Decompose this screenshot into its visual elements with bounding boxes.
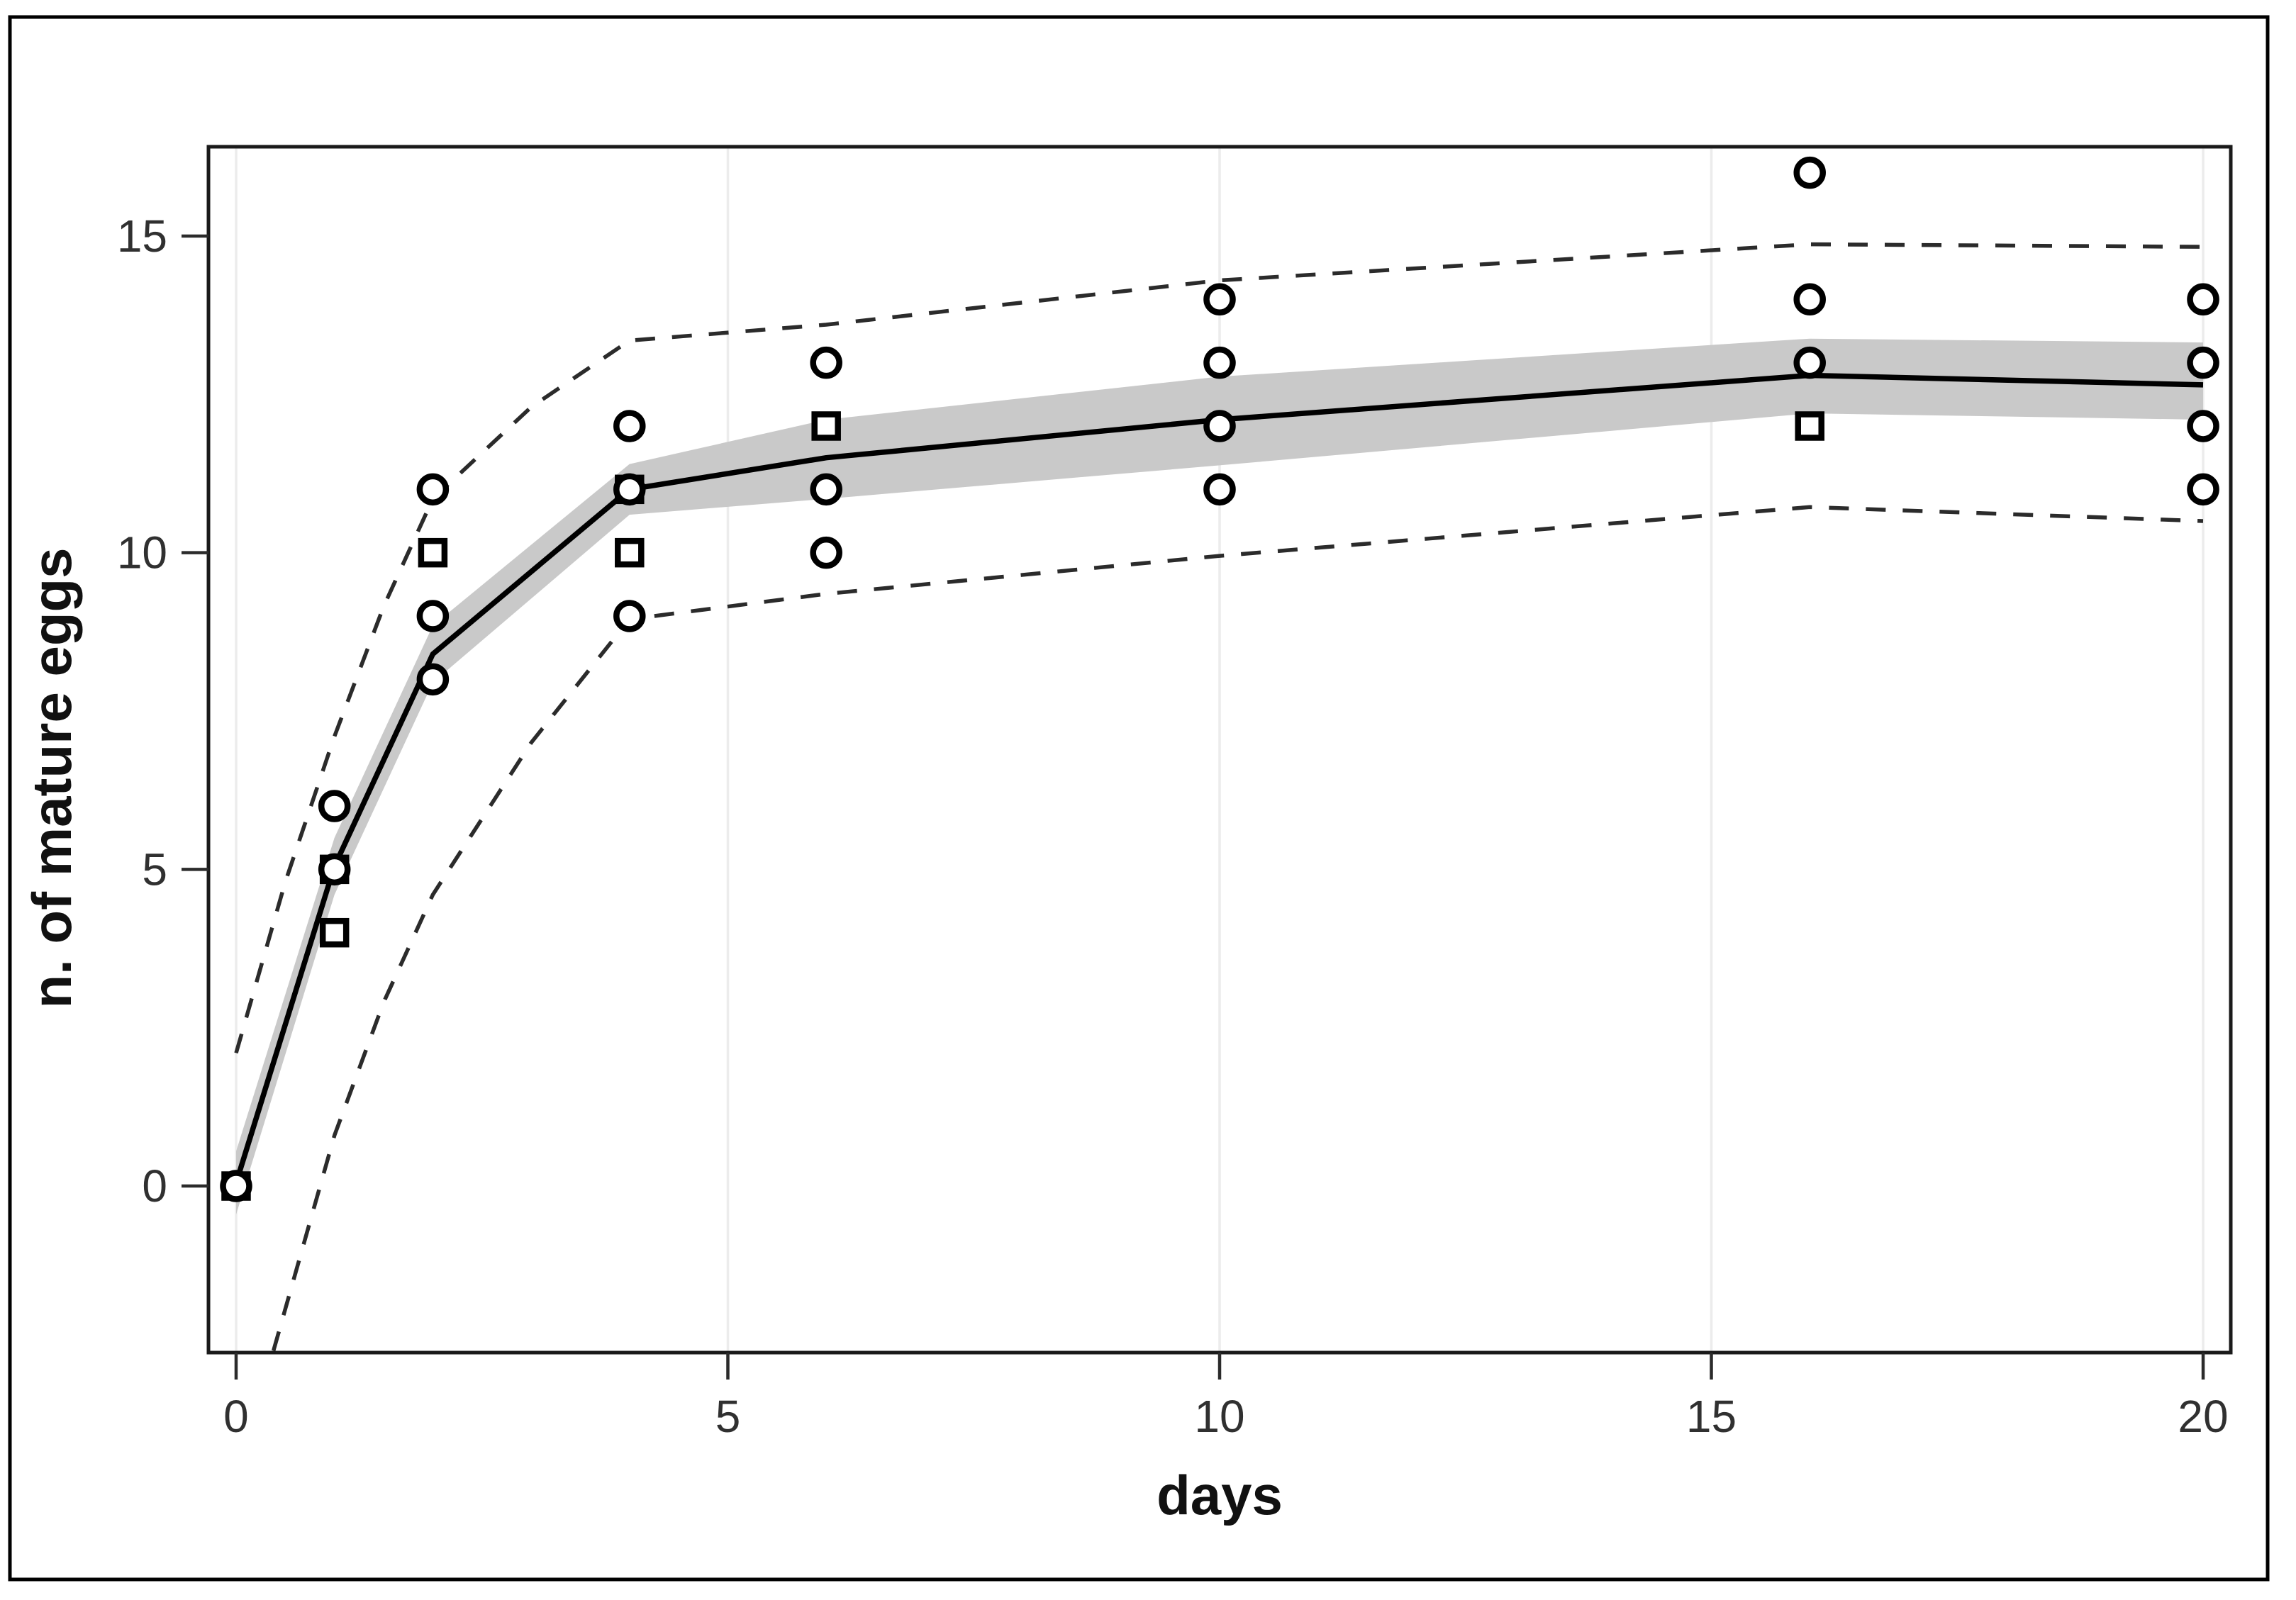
y-tick-label-0: 0 — [142, 1160, 167, 1212]
data-point-square — [811, 411, 841, 441]
data-point-circle — [2187, 346, 2219, 379]
data-point-circle — [613, 600, 646, 632]
data-point-circle — [2187, 473, 2219, 506]
x-tick-label-20: 20 — [2178, 1391, 2228, 1442]
data-point-circle — [810, 536, 842, 569]
x-tick-label-0: 0 — [223, 1391, 249, 1442]
data-point-circle — [810, 346, 842, 379]
fitted-mean-line — [233, 372, 2204, 1184]
data-point-circle — [318, 790, 351, 822]
data-point-circle — [1203, 346, 1236, 379]
x-axis-title: days — [1157, 1464, 1283, 1526]
data-point-circle — [1203, 283, 1236, 316]
x-tick-label-5: 5 — [715, 1391, 741, 1442]
lower-prediction-limit-line — [272, 505, 2204, 1352]
data-point-circle — [220, 1170, 252, 1202]
data-point-circle — [1793, 156, 1826, 189]
data-point-circle — [416, 663, 450, 696]
y-axis-title: n. of mature eggs — [21, 547, 83, 1008]
data-point-circle — [613, 410, 646, 442]
data-point-circle — [1203, 473, 1236, 506]
x-tick-label-10: 10 — [1194, 1391, 1244, 1442]
data-point-circle — [2187, 410, 2219, 442]
data-point-circle — [810, 473, 842, 506]
upper-prediction-limit-line — [234, 242, 2204, 1054]
y-tick-label-15: 15 — [117, 211, 167, 262]
x-tick-label-15: 15 — [1686, 1391, 1737, 1442]
y-tick-label-10: 10 — [117, 527, 167, 578]
data-point-square — [615, 537, 645, 568]
data-point-circle — [318, 853, 351, 886]
data-point-square — [1795, 411, 1824, 441]
data-point-square — [418, 537, 448, 568]
data-point-circle — [1793, 283, 1826, 316]
data-point-circle — [613, 473, 646, 506]
data-point-circle — [416, 473, 450, 506]
data-point-circle — [1203, 410, 1236, 442]
data-point-square — [319, 917, 350, 948]
data-point-circle — [416, 600, 450, 632]
figure-border — [8, 15, 2270, 1582]
data-point-circle — [2187, 283, 2219, 316]
data-point-circle — [1793, 346, 1826, 379]
y-tick-label-5: 5 — [142, 844, 167, 895]
